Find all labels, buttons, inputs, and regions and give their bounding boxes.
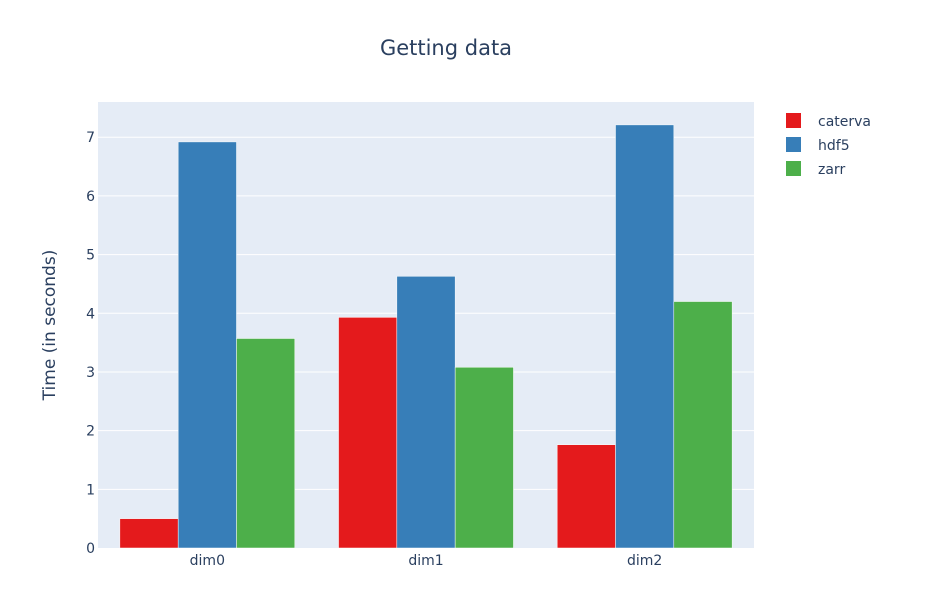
x-tick-label: dim1 (408, 553, 443, 569)
bar-zarr-dim0[interactable] (236, 338, 296, 549)
bar-zarr-dim2[interactable] (673, 301, 733, 549)
bar-hdf5-dim2[interactable] (615, 124, 675, 549)
y-tick-label: 7 (86, 130, 95, 146)
y-tick-label: 1 (86, 482, 95, 498)
legend-label: zarr (818, 162, 845, 178)
legend-label: caterva (818, 114, 871, 130)
y-axis-label: Time (in seconds) (40, 250, 60, 402)
bar-caterva-dim2[interactable] (556, 444, 616, 549)
legend-swatch (786, 113, 801, 128)
chart-title: Getting data (380, 36, 512, 60)
y-tick-label: 5 (86, 248, 95, 264)
legend-label: hdf5 (818, 138, 850, 154)
bar-caterva-dim1[interactable] (338, 317, 398, 549)
bar-caterva-dim0[interactable] (119, 518, 179, 549)
y-tick-label: 2 (86, 424, 95, 440)
x-tick-label: dim2 (627, 553, 662, 569)
y-axis-ticks: 0 1 2 3 4 5 6 7 (86, 130, 95, 557)
x-axis-ticks: dim0 dim1 dim2 (190, 553, 663, 569)
bars (119, 124, 733, 549)
bar-zarr-dim1[interactable] (454, 367, 514, 549)
legend-item-zarr[interactable]: zarr (786, 161, 845, 178)
legend-swatch (786, 137, 801, 152)
y-tick-label: 6 (86, 189, 95, 205)
bar-hdf5-dim0[interactable] (177, 141, 237, 549)
y-tick-label: 3 (86, 365, 95, 381)
y-tick-label: 0 (86, 541, 95, 557)
bar-hdf5-dim1[interactable] (396, 276, 456, 549)
legend-item-caterva[interactable]: caterva (786, 113, 871, 130)
legend-swatch (786, 161, 801, 176)
x-tick-label: dim0 (190, 553, 225, 569)
legend-item-hdf5[interactable]: hdf5 (786, 137, 850, 154)
y-tick-label: 4 (86, 306, 95, 322)
legend[interactable]: caterva hdf5 zarr (786, 113, 871, 178)
